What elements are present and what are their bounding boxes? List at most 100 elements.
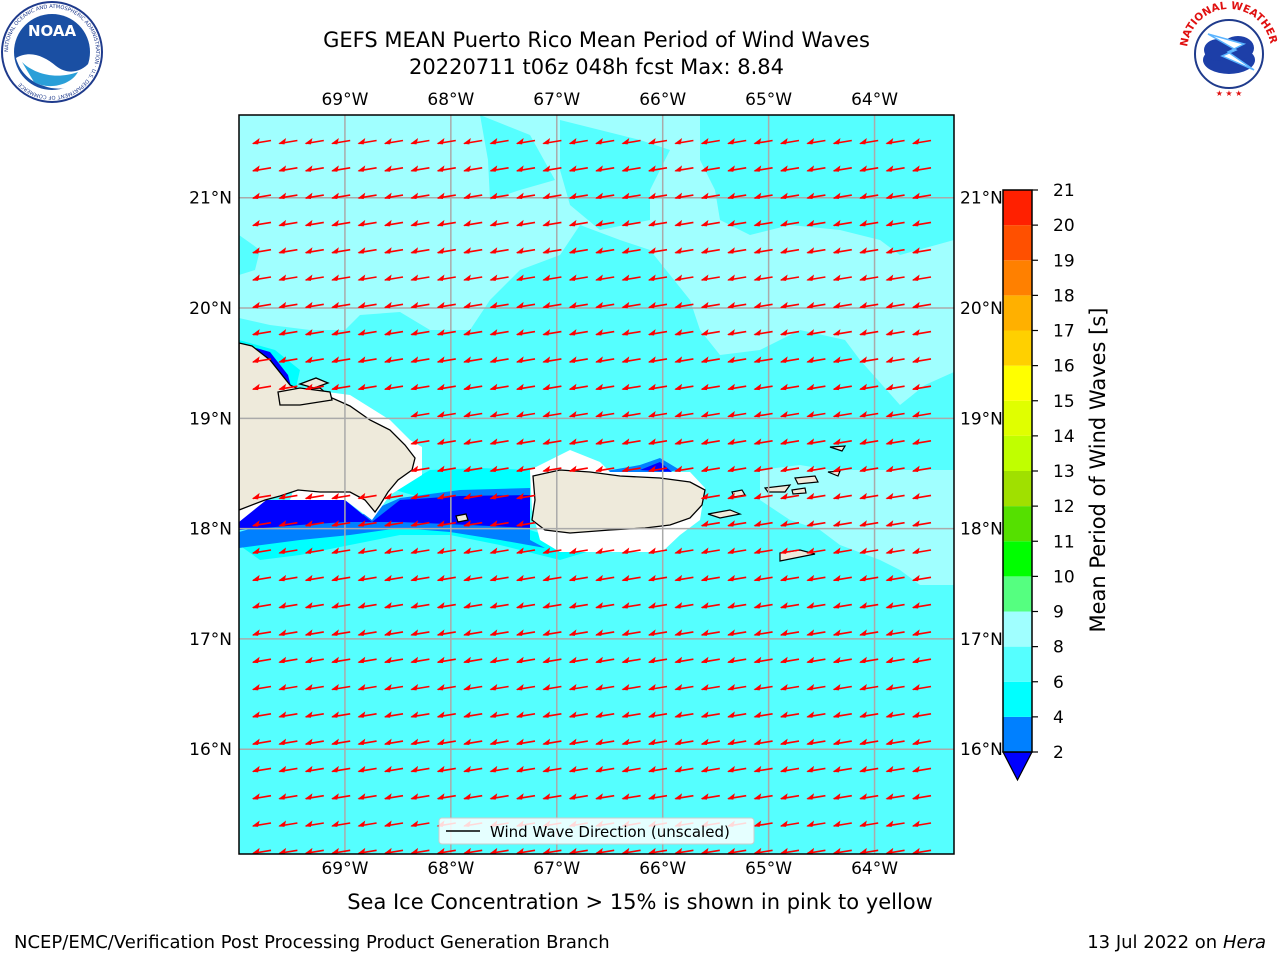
wind-arrow <box>436 138 456 145</box>
wind-arrow <box>674 547 694 554</box>
wind-arrow <box>727 329 747 336</box>
wind-arrow <box>753 301 773 309</box>
wind-arrow <box>410 602 430 609</box>
wind-arrow <box>859 520 879 527</box>
wind-arrow <box>727 219 747 227</box>
wind-arrow <box>436 301 456 309</box>
wind-arrow <box>410 492 430 500</box>
wind-arrow <box>727 520 747 527</box>
wind-arrow <box>753 656 773 664</box>
wind-arrow <box>753 684 773 691</box>
wind-arrow <box>621 138 641 145</box>
wind-arrow <box>674 438 694 445</box>
wind-arrow <box>251 492 272 500</box>
lat-label: 20°N <box>960 299 1003 319</box>
wind-arrow <box>806 711 826 718</box>
wind-arrow <box>885 465 905 473</box>
wind-arrow <box>727 247 747 254</box>
colorbar-tick-label: 18 <box>1053 286 1075 306</box>
wind-arrow <box>568 465 588 473</box>
wind-arrow <box>779 738 800 746</box>
wind-arrow <box>410 765 430 773</box>
wind-arrow <box>489 602 509 609</box>
wind-arrow <box>674 192 694 200</box>
wind-arrow <box>383 765 404 773</box>
wind-arrow <box>304 247 324 254</box>
wind-arrow <box>779 847 800 854</box>
wind-arrow <box>383 738 404 746</box>
colorbar-tick-label: 11 <box>1053 532 1075 552</box>
wind-arrow <box>410 356 430 363</box>
wind-arrow <box>357 711 377 718</box>
wind-arrow <box>489 629 509 636</box>
wind-arrow <box>436 219 456 227</box>
wind-arrow <box>885 329 905 336</box>
wind-arrow <box>278 629 298 636</box>
lat-label: 18°N <box>189 520 232 540</box>
wind-arrow <box>304 629 324 636</box>
wind-arrow <box>331 383 351 391</box>
wind-arrow <box>647 192 668 200</box>
colorbar-segment <box>1003 611 1032 647</box>
wind-arrow <box>832 602 852 609</box>
wind-arrow <box>542 629 562 636</box>
wind-arrow <box>647 356 668 363</box>
wind-arrow <box>436 574 456 582</box>
wind-arrow <box>489 520 509 527</box>
wind-arrow <box>885 165 905 172</box>
wind-arrow <box>436 383 456 391</box>
wind-arrow <box>806 192 826 200</box>
wind-arrow <box>357 684 377 691</box>
wind-arrow <box>357 219 377 227</box>
wind-arrow <box>674 329 694 336</box>
map-frame <box>238 114 955 855</box>
wind-arrow <box>621 383 641 391</box>
colorbar-segment <box>1003 330 1032 366</box>
wind-arrow <box>410 820 430 827</box>
wind-arrow <box>304 138 324 145</box>
wind-arrow <box>383 247 404 254</box>
wind-arrow <box>832 356 852 363</box>
wind-arrow <box>806 219 826 227</box>
wind-arrow <box>357 765 377 773</box>
wind-arrow <box>647 656 668 664</box>
wind-arrow <box>885 656 905 664</box>
wind-arrow <box>832 684 852 691</box>
wind-arrow <box>779 301 800 309</box>
wind-arrow <box>595 793 615 800</box>
colorbar-tick-label: 13 <box>1053 462 1075 482</box>
lat-label: 17°N <box>960 630 1003 650</box>
wind-arrow <box>331 247 351 254</box>
wind-arrow <box>727 602 747 609</box>
legend-label: Wind Wave Direction (unscaled) <box>490 823 730 841</box>
wind-arrow <box>911 329 932 336</box>
lon-label: 64°W <box>851 859 898 879</box>
wind-arrow <box>621 765 641 773</box>
wind-arrow <box>700 301 720 309</box>
wind-arrow <box>251 820 272 827</box>
lon-label: 69°W <box>321 90 368 110</box>
wind-arrow <box>515 383 536 391</box>
wind-arrow <box>568 192 588 200</box>
lat-label: 16°N <box>189 740 232 760</box>
wind-arrow <box>463 192 483 200</box>
wind-arrow <box>621 629 641 636</box>
wind-arrow <box>331 301 351 309</box>
colorbar-tick-label: 2 <box>1053 743 1064 763</box>
wind-arrow <box>410 711 430 718</box>
wind-arrow <box>383 820 404 827</box>
wind-arrow <box>806 438 826 445</box>
footer-date: 13 Jul 2022 on Hera <box>1087 932 1266 953</box>
wind-arrow <box>806 520 826 527</box>
wind-arrow <box>278 356 298 363</box>
period-band-6-8-patch <box>700 115 954 255</box>
wind-arrow <box>515 520 536 527</box>
wind-arrow <box>542 793 562 800</box>
wind-arrow <box>331 138 351 145</box>
wind-arrow <box>331 219 351 227</box>
wind-arrow <box>568 574 588 582</box>
wind-arrow <box>410 738 430 746</box>
wind-arrow <box>251 247 272 254</box>
wind-arrow <box>727 738 747 746</box>
